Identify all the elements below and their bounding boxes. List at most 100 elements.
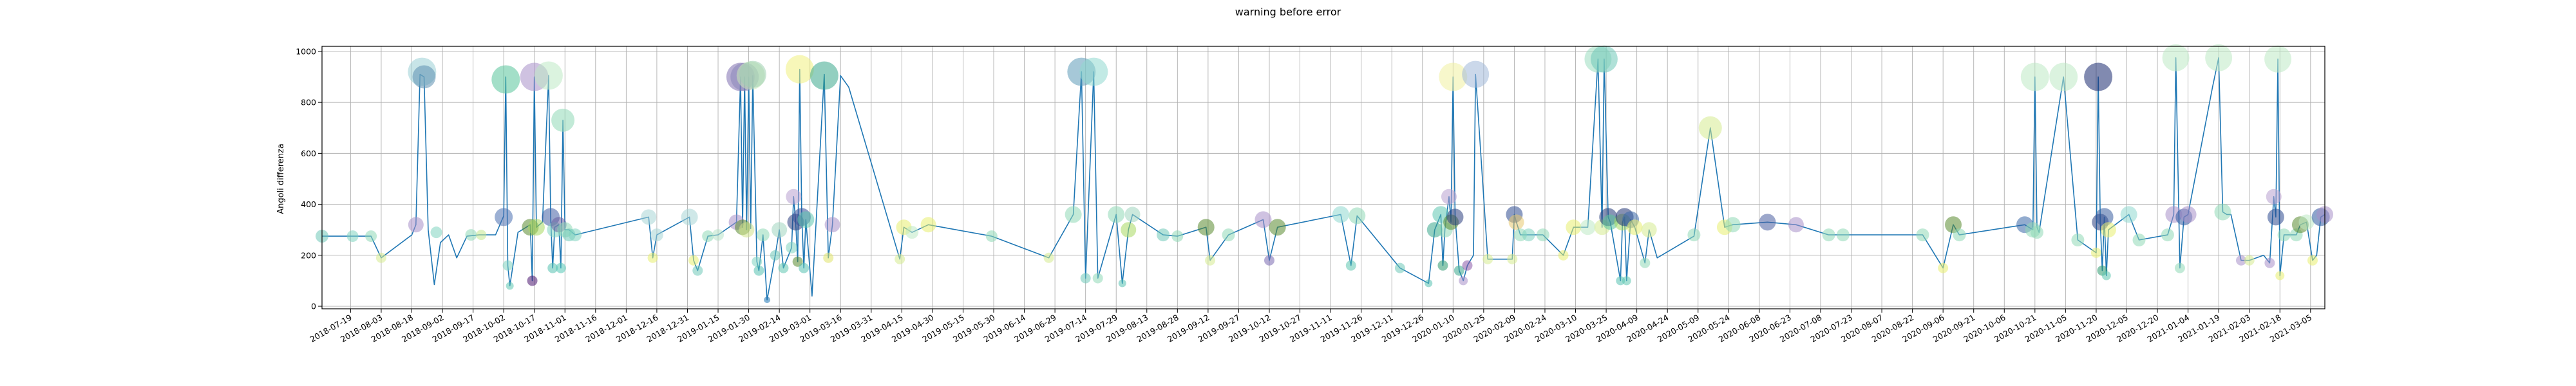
data-point [1953,228,1966,242]
data-point [2090,247,2101,258]
data-point [1349,207,1366,225]
data-point [408,217,424,233]
data-point [2298,214,2315,230]
data-point [1157,228,1170,242]
data-point [1092,273,1103,284]
data-point [1938,262,1949,273]
data-point [2132,234,2146,247]
data-point [1522,228,1535,242]
data-point [753,265,764,276]
data-point [2049,62,2078,91]
data-point [1622,276,1631,286]
data-point [2174,262,2185,273]
data-point [1439,62,1468,91]
data-point [739,222,755,238]
data-point [2264,257,2275,268]
series-line-layer [322,57,2325,300]
y-tick-label: 0 [311,302,316,311]
data-point [1459,276,1468,286]
data-point [786,241,798,253]
y-axis-label: Angoli differenza [276,143,286,214]
data-point [2162,44,2190,71]
data-point [1627,219,1643,235]
data-point [688,255,699,266]
y-tick-label: 200 [301,250,316,260]
data-point [792,256,803,267]
data-point [985,230,998,243]
data-point [506,282,514,290]
y-tick-label: 600 [301,149,316,158]
data-point [1640,257,1651,268]
data-point [1698,116,1722,140]
data-point [770,250,781,261]
data-point [895,253,905,264]
y-tick-label: 400 [301,199,316,209]
data-point [2071,234,2085,247]
data-point [430,226,442,239]
data-point [2267,208,2284,226]
data-point [823,252,834,263]
data-point [495,208,513,226]
data-point [2264,45,2292,73]
data-point [1332,206,1349,223]
data-point [764,297,771,304]
data-point [1437,260,1448,271]
data-point [1641,222,1657,238]
data-point [365,230,377,243]
data-point [752,256,762,267]
data-point [1108,206,1125,223]
data-point [2214,203,2231,221]
data-point [920,217,936,233]
data-point [1197,219,1215,236]
data-point [2275,271,2285,280]
data-point [1446,208,1464,226]
data-point [905,226,919,239]
data-point [2205,44,2233,71]
data-point [534,61,563,90]
y-tick-label: 1000 [296,46,316,56]
data-point [1590,45,1618,73]
data-point [2095,208,2114,226]
data-point [2236,255,2247,266]
data-point [412,65,436,89]
data-point [1759,214,1776,231]
data-point [2084,62,2113,91]
data-point [1602,214,1618,230]
data-point [527,219,545,236]
data-point [1462,260,1473,271]
data-point [1462,60,1490,88]
data-point [2307,255,2318,266]
data-point [2161,228,2174,242]
data-point [1536,228,1549,242]
data-point [1454,265,1464,276]
plot-frame [321,46,2325,309]
data-point [569,228,582,242]
data-point [681,208,698,226]
data-point [527,275,538,286]
data-point [1255,211,1272,228]
data-point [1482,253,1493,264]
data-point [1441,188,1457,205]
data-point [824,217,840,233]
data-point [1222,228,1235,242]
data-point [1725,217,1741,233]
data-point [346,230,359,243]
data-point [1822,228,1835,242]
data-point [1121,222,1137,238]
data-point [1558,250,1569,261]
data-point [1065,206,1082,223]
bubble-layer [316,44,2333,304]
data-point [772,222,788,238]
data-point [1425,279,1433,288]
data-point [778,262,789,273]
data-point [1080,273,1091,284]
data-point [785,55,814,84]
data-point [547,262,558,273]
data-point [1566,219,1582,235]
data-point [551,108,575,132]
data-point [786,188,802,205]
data-point [1264,255,1274,266]
chart-title: warning before error [1235,6,1341,18]
data-point [1118,279,1126,288]
